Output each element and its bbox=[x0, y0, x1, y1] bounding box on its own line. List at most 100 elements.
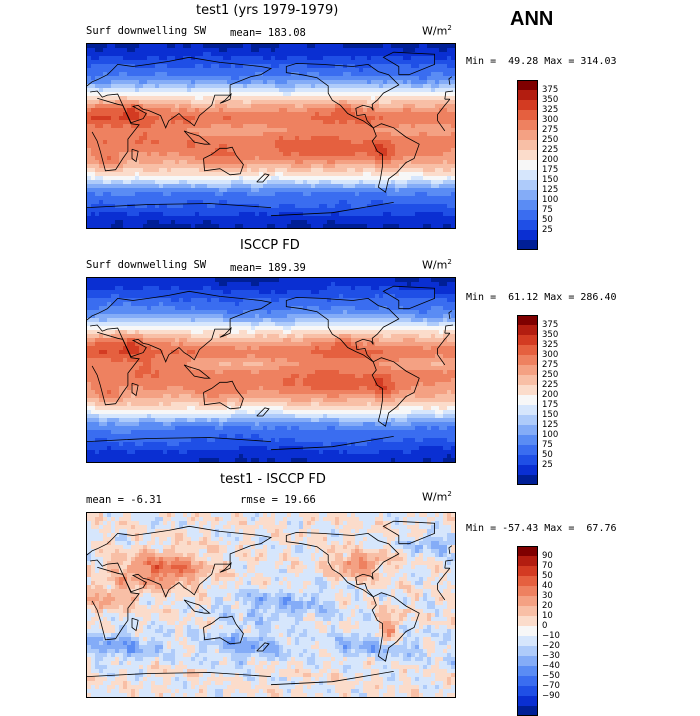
colorbar-label: 325 bbox=[542, 340, 558, 350]
colorbar-swatch bbox=[517, 130, 538, 140]
colorbar-label: 25 bbox=[542, 460, 553, 470]
colorbar-label: −70 bbox=[542, 681, 560, 691]
panel-3-title: test1 - ISCCP FD bbox=[220, 472, 326, 487]
colorbar-swatch bbox=[517, 566, 538, 576]
colorbar-swatch bbox=[517, 140, 538, 150]
colorbar-swatch bbox=[517, 365, 538, 375]
panel-1-units: W/m2 bbox=[422, 24, 452, 38]
colorbar-swatch bbox=[517, 706, 538, 716]
panel-1-mean: mean= 183.08 bbox=[230, 27, 306, 39]
colorbar-swatch bbox=[517, 596, 538, 606]
colorbar-swatch bbox=[517, 475, 538, 485]
colorbar-label: 250 bbox=[542, 370, 558, 380]
colorbar-label: 40 bbox=[542, 581, 553, 591]
map-field bbox=[87, 513, 455, 697]
colorbar-label: 100 bbox=[542, 195, 558, 205]
colorbar-swatch bbox=[517, 200, 538, 210]
colorbar-label: 70 bbox=[542, 561, 553, 571]
colorbar-swatch bbox=[517, 180, 538, 190]
colorbar-swatch bbox=[517, 355, 538, 365]
colorbar-label: 225 bbox=[542, 380, 558, 390]
colorbar-swatch bbox=[517, 656, 538, 666]
colorbar-swatch bbox=[517, 325, 538, 335]
colorbar-swatch bbox=[517, 210, 538, 220]
colorbar-swatch bbox=[517, 230, 538, 240]
colorbar-label: −30 bbox=[542, 651, 560, 661]
colorbar-swatch bbox=[517, 435, 538, 445]
colorbar-swatch bbox=[517, 646, 538, 656]
colorbar-swatch bbox=[517, 666, 538, 676]
panel-2-title: ISCCP FD bbox=[240, 238, 300, 253]
colorbar-swatch bbox=[517, 616, 538, 626]
colorbar-swatch bbox=[517, 190, 538, 200]
colorbar-swatch bbox=[517, 696, 538, 706]
season-label: ANN bbox=[510, 8, 553, 31]
colorbar-swatch bbox=[517, 405, 538, 415]
colorbar-swatch bbox=[517, 686, 538, 696]
colorbar-swatch bbox=[517, 556, 538, 566]
colorbar-swatch bbox=[517, 120, 538, 130]
colorbar-label: 75 bbox=[542, 205, 553, 215]
colorbar-swatch bbox=[517, 636, 538, 646]
colorbar-swatch bbox=[517, 546, 538, 556]
colorbar-label: −10 bbox=[542, 631, 560, 641]
panel-3-mean: mean = -6.31 bbox=[86, 494, 162, 506]
panel-2-mean: mean= 189.39 bbox=[230, 262, 306, 274]
map-field bbox=[87, 44, 455, 228]
colorbar-label: 50 bbox=[542, 215, 553, 225]
colorbar-label: 125 bbox=[542, 185, 558, 195]
panel-2-units: W/m2 bbox=[422, 258, 452, 272]
panel-2-variable-label: Surf downwelling SW bbox=[86, 259, 206, 271]
colorbar-swatch bbox=[517, 455, 538, 465]
panel-2-minmax: Min = 61.12 Max = 286.40 bbox=[466, 292, 617, 303]
colorbar-swatch bbox=[517, 576, 538, 586]
colorbar-label: 75 bbox=[542, 440, 553, 450]
colorbar-label: 350 bbox=[542, 95, 558, 105]
colorbar-swatch bbox=[517, 335, 538, 345]
colorbar-label: 225 bbox=[542, 145, 558, 155]
colorbar-swatch bbox=[517, 375, 538, 385]
colorbar-swatch bbox=[517, 220, 538, 230]
panel-3-units: W/m2 bbox=[422, 490, 452, 504]
colorbar-swatch bbox=[517, 425, 538, 435]
panel-1-title: test1 (yrs 1979-1979) bbox=[196, 3, 338, 18]
colorbar-label: −50 bbox=[542, 671, 560, 681]
colorbar-label: 250 bbox=[542, 135, 558, 145]
panel-3-map bbox=[86, 512, 456, 698]
colorbar-label: 350 bbox=[542, 330, 558, 340]
panel-1-minmax: Min = 49.28 Max = 314.03 bbox=[466, 56, 617, 67]
colorbar-label: 175 bbox=[542, 400, 558, 410]
colorbar-label: 30 bbox=[542, 591, 553, 601]
colorbar-label: 125 bbox=[542, 420, 558, 430]
colorbar-swatch bbox=[517, 240, 538, 250]
colorbar-label: 300 bbox=[542, 350, 558, 360]
colorbar-label: 50 bbox=[542, 571, 553, 581]
colorbar-label: 175 bbox=[542, 165, 558, 175]
colorbar-swatch bbox=[517, 150, 538, 160]
colorbar-swatch bbox=[517, 606, 538, 616]
colorbar-label: 300 bbox=[542, 115, 558, 125]
colorbar-label: 90 bbox=[542, 551, 553, 561]
colorbar-swatch bbox=[517, 170, 538, 180]
colorbar-swatch bbox=[517, 315, 538, 325]
panel-1-map bbox=[86, 43, 456, 229]
panel-3-rmse: rmse = 19.66 bbox=[240, 494, 316, 506]
colorbar-label: 275 bbox=[542, 360, 558, 370]
colorbar-label: 0 bbox=[542, 621, 547, 631]
colorbar-label: 325 bbox=[542, 105, 558, 115]
colorbar-label: 50 bbox=[542, 450, 553, 460]
colorbar-label: 100 bbox=[542, 430, 558, 440]
panel-1-variable-label: Surf downwelling SW bbox=[86, 25, 206, 37]
colorbar-label: −40 bbox=[542, 661, 560, 671]
colorbar-label: 375 bbox=[542, 85, 558, 95]
colorbar-swatch bbox=[517, 445, 538, 455]
colorbar-swatch bbox=[517, 465, 538, 475]
colorbar-swatch bbox=[517, 345, 538, 355]
colorbar-swatch bbox=[517, 626, 538, 636]
colorbar-label: 200 bbox=[542, 155, 558, 165]
colorbar-swatch bbox=[517, 110, 538, 120]
map-field bbox=[87, 278, 455, 462]
colorbar-swatch bbox=[517, 80, 538, 90]
panel-3-minmax: Min = -57.43 Max = 67.76 bbox=[466, 523, 617, 534]
colorbar-swatch bbox=[517, 100, 538, 110]
